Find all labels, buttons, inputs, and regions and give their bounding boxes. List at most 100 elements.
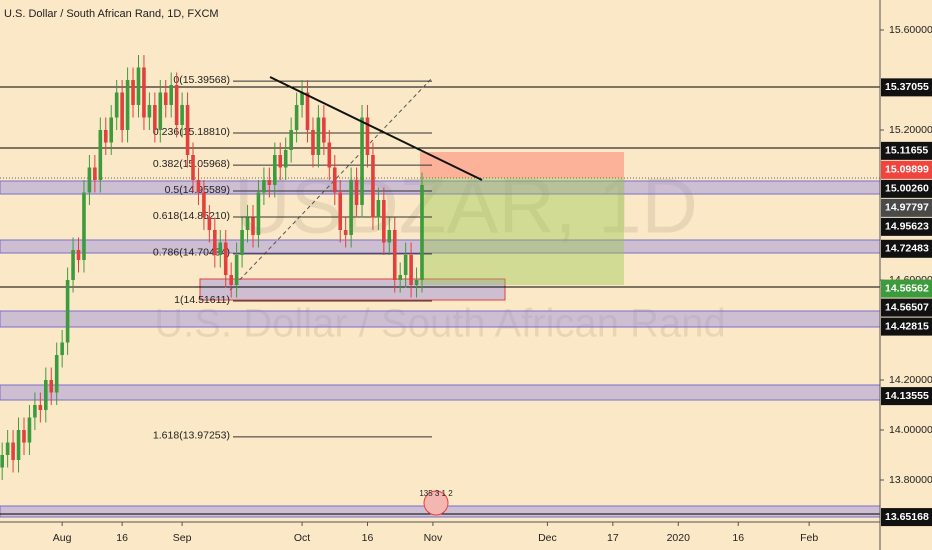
candle-body [202, 192, 206, 218]
fib-label: 1(14.51611) [174, 294, 230, 306]
candle-body [136, 67, 141, 105]
candle-body [349, 180, 353, 235]
candle-body [365, 117, 370, 155]
candle-body [191, 155, 195, 180]
x-tick-label: 17 [607, 532, 619, 544]
candle-body [93, 167, 97, 180]
badge-icon [423, 490, 449, 516]
x-tick-label: 16 [362, 532, 374, 544]
price-tag [881, 387, 932, 406]
candle-body [169, 85, 174, 105]
price-tag [881, 160, 932, 179]
price-tag-label: 15.37055 [885, 81, 929, 93]
candle-body [262, 180, 266, 193]
price-tag [881, 198, 932, 217]
trend-line [269, 76, 483, 181]
candle-body [322, 117, 326, 143]
candle-body [387, 230, 392, 243]
price-tag [881, 78, 932, 97]
x-tick-label: 16 [732, 532, 744, 544]
candle-body [120, 92, 124, 130]
candle-body [11, 442, 15, 460]
x-tick-label: Dec [538, 532, 557, 544]
candle-body [414, 280, 419, 285]
target-zone [420, 178, 624, 285]
candle-body [131, 80, 135, 105]
candle-body [371, 155, 375, 218]
candle-body [343, 230, 348, 235]
price-tag-label: 15.11655 [885, 145, 928, 157]
price-tag [881, 179, 932, 198]
candle-body [87, 167, 92, 193]
candle-body [185, 105, 190, 155]
candle-body [245, 217, 250, 230]
price-tag [881, 217, 932, 236]
price-tag-label: 14.72483 [885, 243, 929, 255]
fib-label: 0.618(14.85210) [153, 210, 230, 222]
y-tick-label: 14.00000 [889, 424, 932, 436]
y-tick-label: 13.80000 [889, 474, 932, 486]
candle-body [98, 130, 103, 180]
candle-body [125, 80, 130, 130]
candle-body [218, 242, 223, 255]
candle-body [60, 342, 64, 355]
price-tag-label: 13.65168 [885, 511, 929, 523]
candle-body [305, 92, 310, 130]
candle-body [409, 255, 413, 285]
candle-body [272, 155, 277, 185]
candle-body [283, 150, 288, 168]
candle-body [223, 242, 228, 275]
candle-body [360, 117, 364, 205]
zone [0, 310, 881, 328]
candle-body [0, 455, 4, 468]
x-tick-label: Nov [424, 532, 443, 544]
candle-body [153, 105, 157, 130]
fib-label: 0.786(14.70434) [153, 247, 230, 259]
candle-body [229, 275, 233, 285]
price-tag-label: 15.00260 [885, 183, 929, 195]
candle-body [403, 255, 408, 275]
y-tick-label: 15.20000 [889, 124, 932, 136]
candle-body [398, 275, 402, 280]
stop-zone [420, 152, 624, 178]
demand-box [199, 278, 506, 301]
candle-body [27, 417, 32, 443]
candle-body [147, 105, 152, 118]
price-tag-label: 14.95623 [885, 221, 929, 233]
candle-body [207, 217, 212, 230]
candle-body [327, 142, 332, 168]
candle-body [174, 85, 179, 125]
price-tag [881, 298, 932, 317]
price-tag-label: 14.13555 [885, 390, 929, 402]
candle-body [82, 192, 86, 260]
fib-label: 0(15.39568) [173, 74, 230, 86]
fib-levels: 0(15.39568)0.236(15.18810)0.382(15.05968… [153, 74, 432, 442]
price-tag-label: 14.42815 [885, 320, 929, 332]
badge: 135 3 1 2 [419, 489, 453, 516]
candle-body [256, 192, 261, 235]
price-tag [881, 508, 932, 527]
fib-label: 1.618(13.97253) [153, 430, 230, 442]
candle-body [278, 155, 283, 168]
candles [0, 55, 424, 480]
price-tag-label: 14.56507 [885, 301, 929, 313]
candle-body [158, 92, 163, 130]
candle-body [180, 105, 184, 125]
price-tag [881, 279, 932, 298]
price-tag-label: 14.56562 [885, 282, 929, 294]
zone [0, 384, 881, 401]
candle-body [114, 92, 119, 118]
candle-body [289, 130, 293, 150]
candle-body [392, 230, 397, 280]
candle-body [332, 167, 337, 193]
candle-body [33, 405, 37, 418]
y-tick-label: 14.20000 [889, 374, 932, 386]
candle-body [142, 67, 146, 118]
candle-body [5, 442, 10, 455]
watermark: USDZAR, 1D [234, 162, 698, 250]
price-tag [881, 141, 932, 160]
candle-body [311, 130, 315, 155]
x-tick-label: Sep [173, 532, 192, 544]
x-tick-label: 2020 [667, 532, 691, 544]
